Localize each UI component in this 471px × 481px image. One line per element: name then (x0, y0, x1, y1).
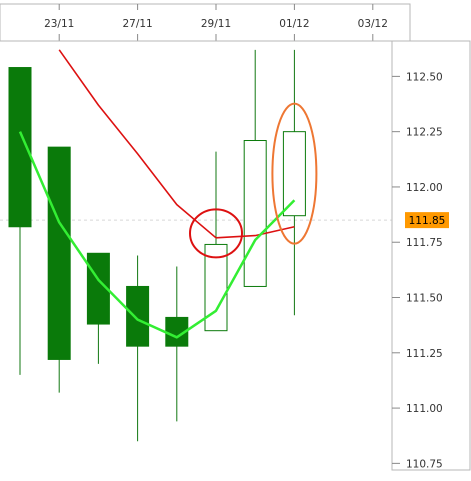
x-tick-label: 01/12 (279, 18, 309, 30)
current-price-label: 111.85 (409, 215, 446, 227)
y-tick-label: 111.25 (406, 348, 443, 360)
x-axis: 23/11 27/11 29/11 01/12 03/12 (0, 3, 411, 42)
x-tick-label: 03/12 (358, 18, 388, 30)
y-tick-label: 111.50 (406, 293, 443, 305)
candle-down (47, 146, 71, 360)
candle-up (243, 140, 267, 287)
y-tick-label: 112.50 (406, 71, 443, 83)
y-tick-label: 112.25 (406, 127, 443, 139)
candle-up (282, 131, 306, 217)
y-tick-label: 112.00 (406, 182, 443, 194)
moving-average-green-line (18, 131, 296, 339)
candle-down (126, 285, 150, 347)
plot-area[interactable] (0, 49, 392, 442)
current-price-badge: 111.85 (405, 212, 449, 229)
candle-up (204, 243, 228, 332)
annotation-ellipse (271, 102, 318, 245)
moving-average-red-line (58, 49, 295, 239)
x-tick-label: 27/11 (122, 18, 152, 30)
y-axis: 112.50 112.25 112.00 111.75 111.50 111.25 111.… (391, 40, 471, 471)
x-tick-label: 23/11 (44, 18, 74, 30)
x-tick-label: 29/11 (201, 18, 231, 30)
annotation-ellipse (189, 208, 243, 259)
y-axis-frame (391, 40, 471, 471)
y-tick-label: 111.00 (406, 403, 443, 415)
candle-down (8, 67, 32, 228)
x-axis-frame (0, 3, 411, 42)
y-tick-label: 111.75 (406, 237, 443, 249)
current-price-badge-bg (405, 212, 449, 229)
y-tick-label: 110.75 (406, 458, 443, 470)
